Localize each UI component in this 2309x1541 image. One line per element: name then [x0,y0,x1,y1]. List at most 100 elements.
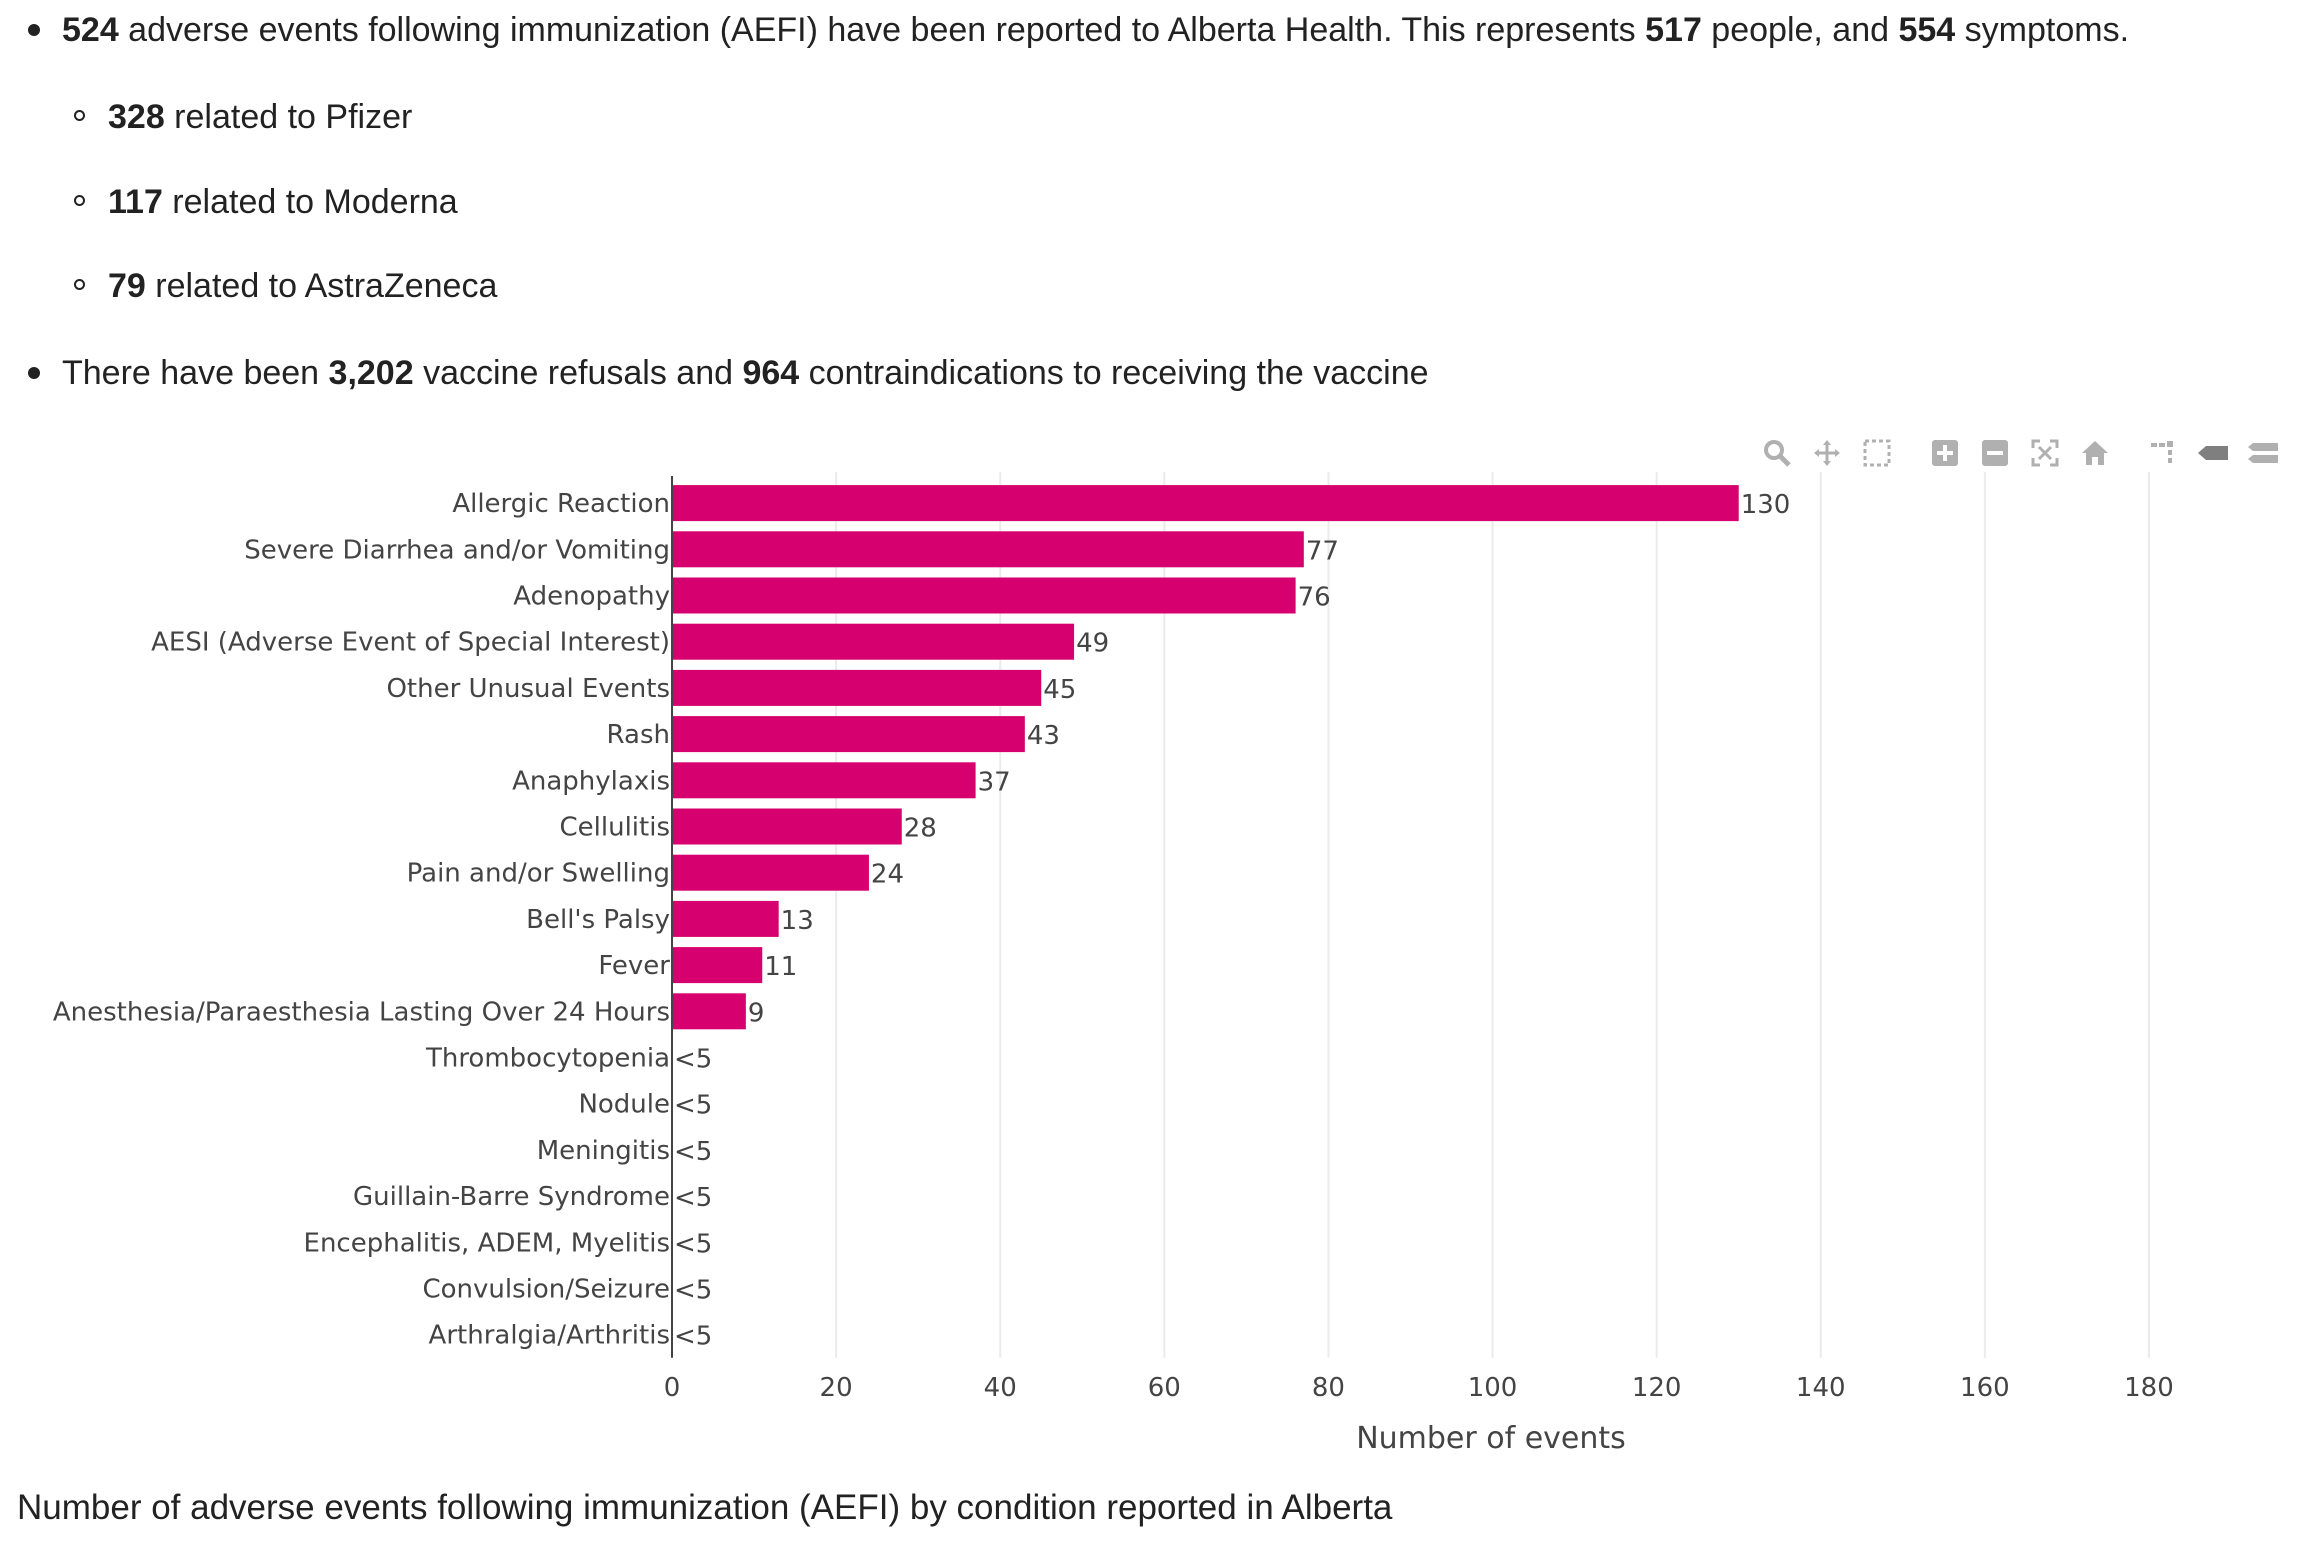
contraindications-count: 964 [742,354,800,392]
summary-text: adverse events following immunization (A… [118,11,1646,49]
data-label: 37 [978,767,1011,797]
data-label: 76 [1298,583,1331,613]
x-tick-label: 80 [1312,1373,1345,1403]
people-count: 517 [1645,11,1702,49]
x-tick-label: 180 [2124,1373,2174,1403]
bar[interactable] [672,485,1739,522]
category-label: Convulsion/Seizure [422,1275,670,1305]
x-tick-labels: 0 20 40 60 80 100 120 140 160 180 [664,1373,2174,1403]
home-icon[interactable] [2078,436,2112,470]
data-label: <5 [674,1276,712,1306]
x-tick-label: 40 [984,1373,1017,1403]
bullet-circle [74,110,85,121]
pan-icon[interactable] [1810,436,1844,470]
category-label: AESI (Adverse Event of Special Interest) [151,628,670,658]
category-label: Fever [598,951,670,981]
category-label: Guillain-Barre Syndrome [353,1182,670,1212]
data-label: <5 [674,1322,712,1352]
data-label: <5 [674,1229,712,1259]
data-label: 45 [1043,675,1076,705]
hover-closest-icon[interactable] [2196,436,2230,470]
data-label: 130 [1741,490,1791,520]
bar[interactable] [672,854,869,891]
bullet-circle [74,279,85,290]
x-axis-title: Number of events [1356,1421,1626,1450]
data-label: 9 [748,998,765,1028]
pfizer-item: 328 related to Pfizer [74,97,413,137]
grid-lines [835,472,2150,1358]
summary-text: people, and [1701,11,1899,49]
summary-text: symptoms. [1955,11,2130,49]
x-tick-label: 100 [1468,1373,1518,1403]
data-label: <5 [674,1183,712,1213]
refusals-summary-item: There have been 3,202 vaccine refusals a… [28,353,1429,393]
category-labels: Allergic Reaction Severe Diarrhea and/or … [53,489,670,1351]
category-label: Thrombocytopenia [425,1044,670,1074]
zoom-icon[interactable] [1760,436,1794,470]
bar[interactable] [672,762,976,799]
astrazeneca-count: 79 [108,267,146,305]
astrazeneca-label: related to AstraZeneca [145,267,498,305]
chart-caption: Number of adverse events following immun… [17,1488,1393,1527]
category-label: Arthralgia/Arthritis [429,1321,670,1351]
bar[interactable] [672,808,902,845]
bar[interactable] [672,900,779,937]
astrazeneca-item: 79 related to AstraZeneca [74,266,498,306]
box-select-icon[interactable] [1860,436,1894,470]
bar[interactable] [672,947,763,984]
data-label: 13 [781,906,814,936]
refusals-count: 3,202 [328,354,414,392]
data-label: <5 [674,1137,712,1167]
aefi-bar-chart: Allergic Reaction Severe Diarrhea and/or … [53,472,2174,1450]
category-label: Other Unusual Events [386,674,670,704]
category-label: Encephalitis, ADEM, Myelitis [304,1228,670,1258]
hover-compare-icon[interactable] [2246,436,2280,470]
bar[interactable] [672,577,1296,614]
data-label: 28 [904,814,937,844]
summary-text: vaccine refusals and [413,354,743,392]
pfizer-label: related to Pfizer [164,98,413,136]
bar[interactable] [672,716,1025,753]
data-label: 24 [871,860,904,890]
category-label: Adenopathy [513,582,670,612]
x-tick-label: 120 [1632,1373,1682,1403]
data-label: <5 [674,1091,712,1121]
data-label: 43 [1027,721,1060,751]
bar[interactable] [672,993,746,1030]
x-tick-label: 0 [664,1373,681,1403]
moderna-item: 117 related to Moderna [74,182,458,222]
category-label: Nodule [578,1090,670,1120]
data-label: 11 [764,952,797,982]
bar[interactable] [672,623,1075,660]
aefi-summary-item: 524 adverse events following immunizatio… [28,10,2130,50]
moderna-count: 117 [108,183,163,221]
category-label: Pain and/or Swelling [407,859,670,889]
bars [672,485,1739,1030]
x-tick-label: 60 [1148,1373,1181,1403]
zoom-in-icon[interactable] [1928,436,1962,470]
x-tick-label: 20 [820,1373,853,1403]
summary-text: contraindications to receiving the vacci… [799,354,1429,392]
category-label: Severe Diarrhea and/or Vomiting [244,535,670,565]
pfizer-count: 328 [108,98,165,136]
bullet-dot [28,367,40,379]
category-label: Bell's Palsy [526,905,670,935]
spike-lines-icon[interactable] [2146,436,2180,470]
moderna-label: related to Moderna [162,183,458,221]
category-label: Allergic Reaction [452,489,670,519]
category-label: Rash [607,720,670,750]
bullet-circle [74,195,85,206]
aefi-count: 524 [62,11,119,49]
category-label: Anesthesia/Paraesthesia Lasting Over 24 … [53,997,670,1027]
bullet-dot [28,24,40,36]
autoscale-icon[interactable] [2028,436,2062,470]
bar[interactable] [672,531,1304,568]
x-tick-label: 160 [1960,1373,2010,1403]
zoom-out-icon[interactable] [1978,436,2012,470]
x-tick-label: 140 [1796,1373,1846,1403]
symptoms-count: 554 [1898,11,1956,49]
category-label: Anaphylaxis [512,766,670,796]
data-label: 77 [1306,536,1339,566]
bar[interactable] [672,669,1042,706]
